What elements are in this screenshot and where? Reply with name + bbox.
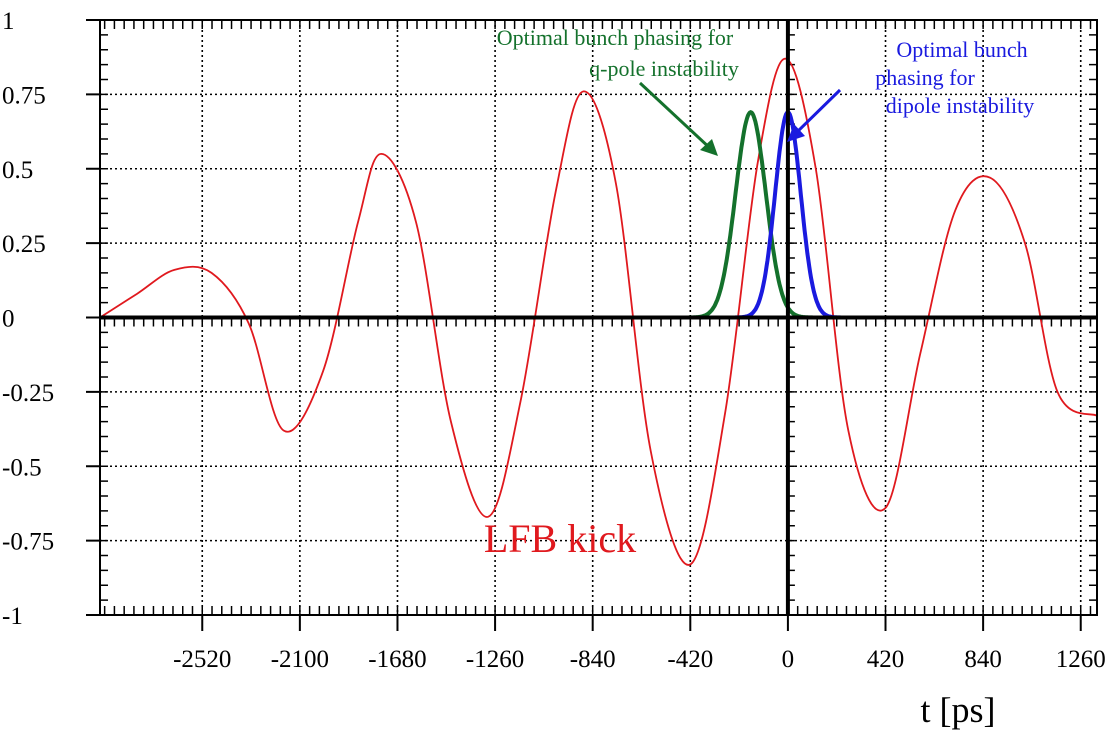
x-axis-title: t [ps] bbox=[921, 690, 996, 730]
y-tick-label: 0.25 bbox=[2, 231, 46, 258]
y-tick-label: -0.5 bbox=[2, 454, 42, 481]
annotation-dipole-line1: Optimal bunch bbox=[896, 37, 1027, 62]
axes-group bbox=[99, 19, 1098, 616]
annotation-lfb-kick: LFB kick bbox=[484, 516, 636, 561]
annotation-qpole-line2: q-pole instability bbox=[589, 56, 739, 81]
series-line-dipole-bunch bbox=[690, 109, 881, 320]
x-tick-label: -2100 bbox=[271, 646, 329, 673]
tick-labels: -2520 -2100 -1680 -1260 -840 -420 0 420 840 1260 1… bbox=[2, 8, 1106, 673]
y-tick-label: 0.5 bbox=[2, 157, 33, 184]
annotation-qpole-line1: Optimal bunch phasing for bbox=[497, 25, 734, 50]
y-tick-label: 1 bbox=[2, 8, 15, 35]
x-tick-label: -1260 bbox=[466, 646, 524, 673]
series-group bbox=[99, 57, 1098, 566]
x-tick-label: 1260 bbox=[1056, 646, 1106, 673]
arrow-qpole bbox=[638, 81, 718, 156]
arrow-dipole bbox=[787, 88, 842, 142]
x-tick-label: 0 bbox=[782, 646, 795, 673]
y-tick-label: -0.75 bbox=[2, 529, 54, 556]
x-tick-label: 420 bbox=[867, 646, 905, 673]
annotation-dipole-line3: dipole instability bbox=[886, 93, 1035, 118]
series-line-lfb-kick bbox=[99, 57, 1098, 566]
x-tick-label: -840 bbox=[570, 646, 616, 673]
annotation-dipole-line2: phasing for bbox=[875, 65, 975, 90]
x-tick-label: -420 bbox=[667, 646, 713, 673]
x-tick-label: -1680 bbox=[368, 646, 426, 673]
y-tick-label: 0 bbox=[2, 306, 15, 333]
y-tick-label: 0.75 bbox=[2, 82, 46, 109]
y-tick-label: -1 bbox=[2, 603, 23, 630]
y-tick-label: -0.25 bbox=[2, 380, 54, 407]
x-tick-label: 840 bbox=[964, 646, 1002, 673]
x-tick-label: -2520 bbox=[173, 646, 231, 673]
